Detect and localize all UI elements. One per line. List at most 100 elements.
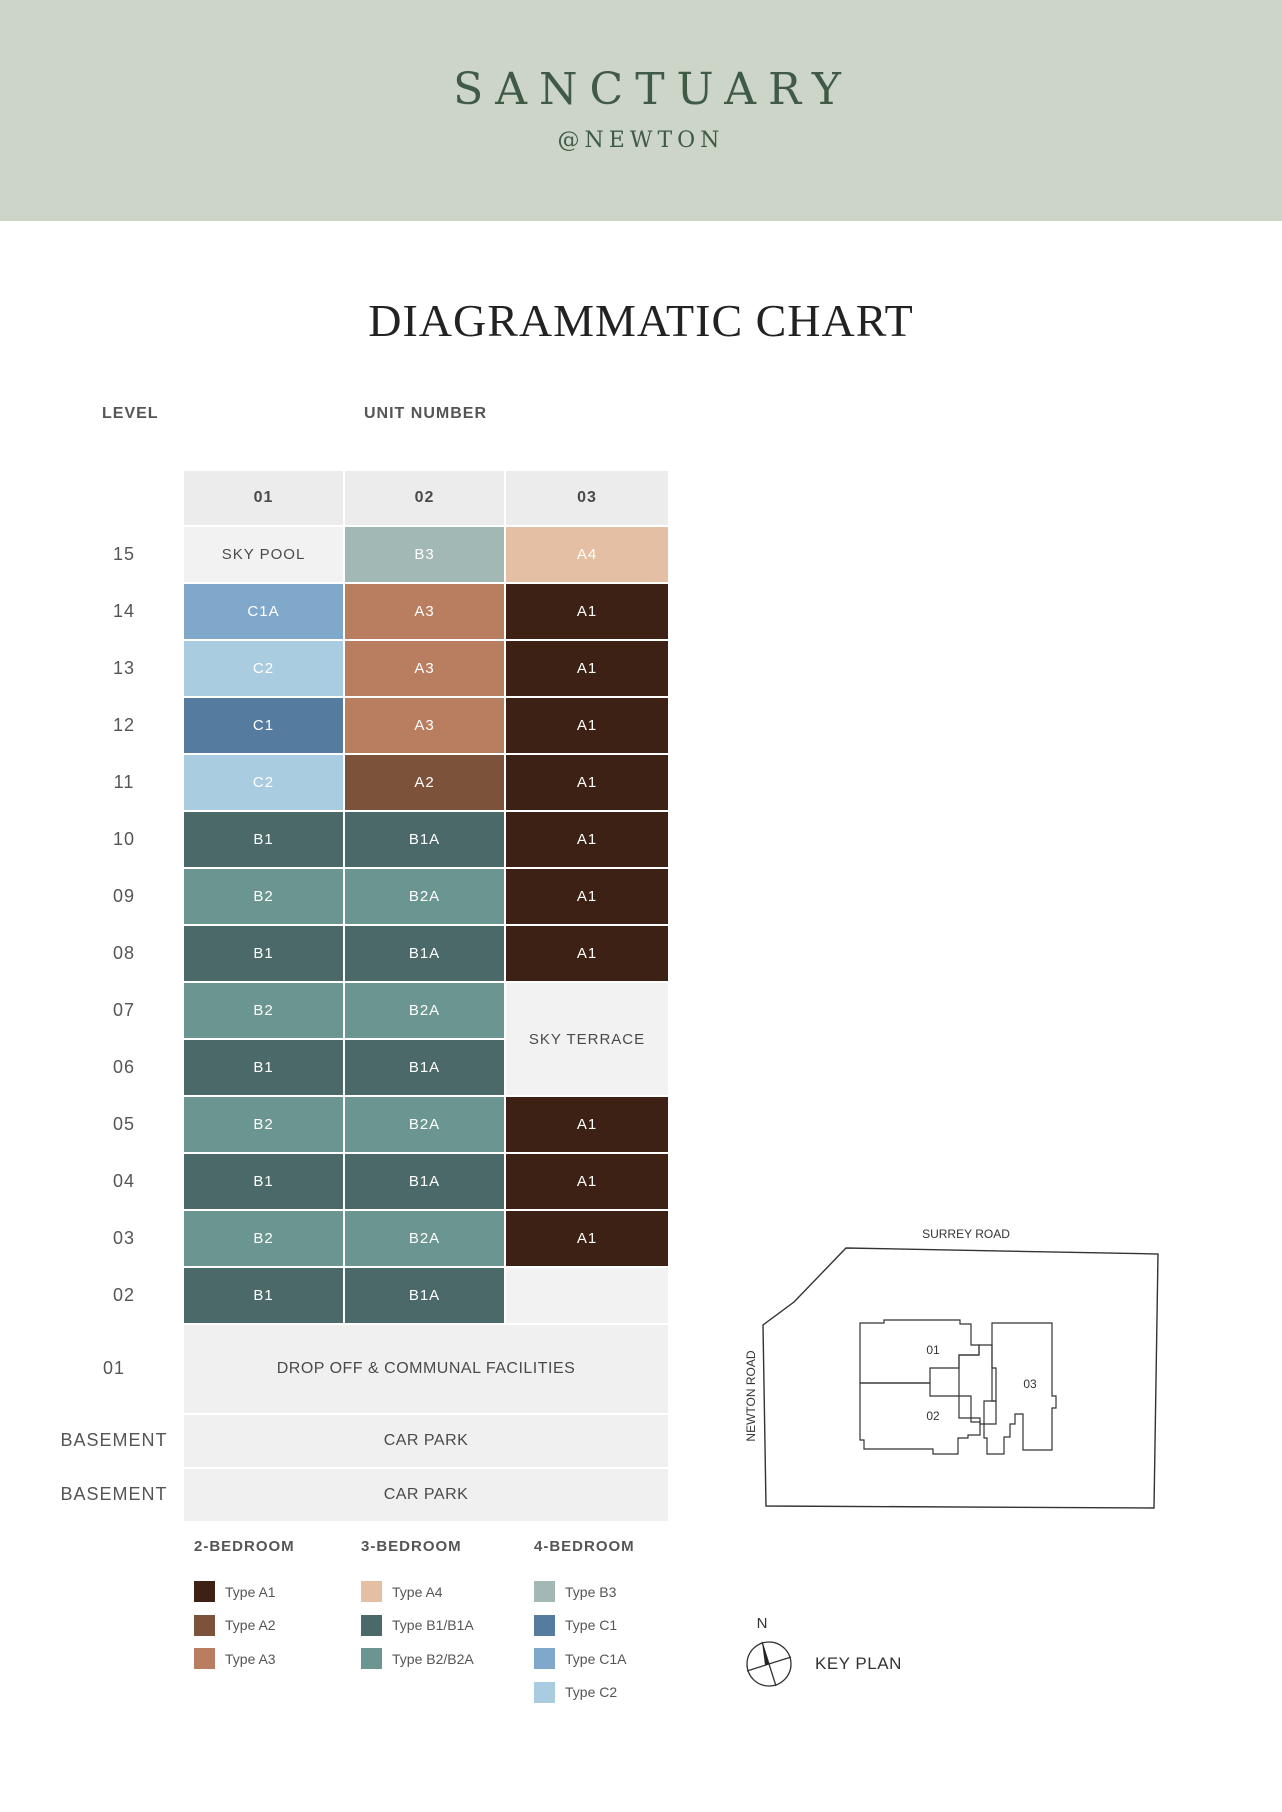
unit-cell-b1a: B1A xyxy=(345,926,504,981)
level-label: 03 xyxy=(112,1227,136,1248)
empty-cell xyxy=(506,1268,668,1323)
level-label: 07 xyxy=(112,999,136,1020)
unit-cell-b1: B1 xyxy=(184,1154,343,1209)
legend-item: Type B1/B1A xyxy=(361,1609,474,1643)
legend-item: Type B3 xyxy=(534,1575,635,1609)
level-label: 14 xyxy=(112,600,136,621)
unit-cell-b2a: B2A xyxy=(345,869,504,924)
legend-item: Type B2/B2A xyxy=(361,1642,474,1676)
core-outline xyxy=(958,1344,997,1425)
block-01-outline xyxy=(859,1319,980,1384)
level-label: 09 xyxy=(112,885,136,906)
level-label: 04 xyxy=(112,1170,136,1191)
legend-swatch xyxy=(534,1614,555,1636)
legend-label: Type C2 xyxy=(565,1684,618,1701)
legend-label: Type B2/B2A xyxy=(392,1650,474,1667)
key-plan-title: KEY PLAN xyxy=(815,1654,902,1673)
unit-cell-b1: B1 xyxy=(184,1268,343,1323)
page-title: DIAGRAMMATIC CHART xyxy=(368,295,914,346)
level-label: 13 xyxy=(112,657,136,678)
legend-item: Type C2 xyxy=(534,1676,635,1710)
legend-swatch xyxy=(361,1648,382,1670)
level-heading: LEVEL xyxy=(102,405,159,422)
site-boundary xyxy=(762,1247,1159,1509)
level-label: 08 xyxy=(112,942,136,963)
legend-group: 3-BEDROOM Type A4 Type B1/B1A Type B2/B2A xyxy=(361,1538,474,1676)
unit-cell-a1: A1 xyxy=(506,1211,668,1266)
key-plan-drawing: SURREY ROAD NEWTON ROAD 01 02 03 xyxy=(744,1227,1159,1509)
level-label: 15 xyxy=(112,543,136,564)
unit-cell-a1: A1 xyxy=(506,926,668,981)
unit-cell-a3: A3 xyxy=(345,698,504,753)
compass-icon: N xyxy=(746,1615,792,1687)
legend-swatch xyxy=(534,1681,555,1703)
block-label-01: 01 xyxy=(926,1343,940,1357)
road-top-label: SURREY ROAD xyxy=(922,1227,1010,1241)
compass-north-label: N xyxy=(757,1615,768,1632)
legend-swatch xyxy=(194,1581,215,1603)
legend-heading: 4-BEDROOM xyxy=(534,1538,635,1555)
legend-label: Type A4 xyxy=(392,1583,443,1600)
unit-cell-a1: A1 xyxy=(506,584,668,639)
compass: N xyxy=(745,1614,795,1688)
unit-number-heading: UNIT NUMBER xyxy=(364,405,487,422)
road-left-label: NEWTON ROAD xyxy=(744,1350,758,1441)
level-label: 05 xyxy=(112,1113,136,1134)
legend-swatch xyxy=(534,1581,555,1603)
unit-cell-b1: B1 xyxy=(184,1040,343,1095)
car-park-cell: CAR PARK xyxy=(184,1415,668,1467)
legend-swatch xyxy=(361,1581,382,1603)
legend-label: Type B1/B1A xyxy=(392,1617,474,1634)
block-03-outline xyxy=(983,1322,1057,1455)
legend-item: Type A3 xyxy=(194,1642,295,1676)
unit-cell-b1a: B1A xyxy=(345,1040,504,1095)
unit-cell-b1: B1 xyxy=(184,812,343,867)
brand-subtitle: @NEWTON xyxy=(557,128,725,153)
unit-header-03: 03 xyxy=(506,471,668,525)
legend-item: Type A1 xyxy=(194,1575,295,1609)
unit-cell-c2: C2 xyxy=(184,755,343,810)
unit-cell-b1a: B1A xyxy=(345,1154,504,1209)
block-label-02: 02 xyxy=(926,1409,940,1423)
unit-header-01: 01 xyxy=(184,471,343,525)
key-plan: SURREY ROAD NEWTON ROAD 01 02 03 xyxy=(734,1218,1174,1518)
legend-swatch xyxy=(194,1648,215,1670)
unit-cell-c1: C1 xyxy=(184,698,343,753)
legend-item: Type C1 xyxy=(534,1609,635,1643)
unit-cell-c2: C2 xyxy=(184,641,343,696)
unit-cell-a4: A4 xyxy=(506,527,668,582)
unit-header-02: 02 xyxy=(345,471,504,525)
legend-heading: 2-BEDROOM xyxy=(194,1538,295,1555)
communal-facilities-cell: DROP OFF & COMMUNAL FACILITIES xyxy=(184,1325,668,1413)
block-02-outline xyxy=(859,1382,981,1455)
unit-cell-b1: B1 xyxy=(184,926,343,981)
legend-label: Type A1 xyxy=(225,1583,276,1600)
level-label: BASEMENT xyxy=(60,1484,168,1504)
unit-cell-a2: A2 xyxy=(345,755,504,810)
unit-cell-b2: B2 xyxy=(184,1097,343,1152)
legend-label: Type C1A xyxy=(565,1650,627,1667)
unit-cell-a1: A1 xyxy=(506,755,668,810)
level-label: 11 xyxy=(113,771,135,792)
unit-cell-b1a: B1A xyxy=(345,1268,504,1323)
legend-label: Type A2 xyxy=(225,1617,276,1634)
unit-cell-a1: A1 xyxy=(506,1097,668,1152)
legend-group: 4-BEDROOM Type B3 Type C1 Type C1A Type C2 xyxy=(534,1538,635,1709)
level-label: 12 xyxy=(112,714,136,735)
brand-name: SANCTUARY xyxy=(453,64,853,115)
unit-cell-b2a: B2A xyxy=(345,1097,504,1152)
unit-cell-a1: A1 xyxy=(506,812,668,867)
legend-swatch xyxy=(361,1614,382,1636)
block-label-03: 03 xyxy=(1023,1377,1037,1391)
unit-cell-a1: A1 xyxy=(506,1154,668,1209)
legend-swatch xyxy=(194,1614,215,1636)
unit-cell-c1a: C1A xyxy=(184,584,343,639)
legend-group: 2-BEDROOM Type A1 Type A2 Type A3 xyxy=(194,1538,295,1676)
legend-label: Type C1 xyxy=(565,1617,618,1634)
facility-cell: SKY TERRACE xyxy=(506,983,668,1095)
level-label: 06 xyxy=(112,1056,136,1077)
unit-cell-b2a: B2A xyxy=(345,1211,504,1266)
level-label: BASEMENT xyxy=(60,1430,168,1450)
unit-cell-a3: A3 xyxy=(345,641,504,696)
unit-cell-b3: B3 xyxy=(345,527,504,582)
